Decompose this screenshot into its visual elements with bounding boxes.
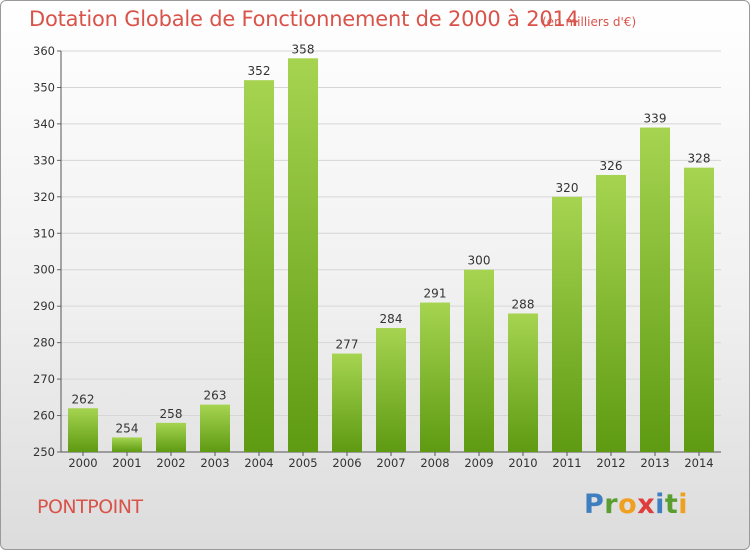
bar-2009	[464, 269, 494, 452]
x-tick-label-2005: 2005	[288, 456, 317, 470]
data-label-2013: 339	[644, 112, 667, 126]
bar-2014	[684, 167, 714, 452]
data-label-2002: 258	[160, 407, 183, 421]
y-tick-label: 330	[33, 153, 55, 167]
data-label-2004: 352	[248, 64, 271, 78]
bar-2001	[112, 437, 142, 452]
y-tick-label: 270	[33, 372, 55, 386]
unit-note: (en milliers d'€)	[542, 15, 637, 29]
x-tick-label-2001: 2001	[112, 456, 141, 470]
bar-2013	[640, 127, 670, 453]
data-label-2005: 358	[292, 42, 315, 56]
data-label-2003: 263	[204, 389, 227, 403]
bar-2012	[596, 174, 626, 453]
bars	[68, 58, 714, 453]
x-tick-label-2000: 2000	[68, 456, 97, 470]
y-tick-label: 340	[33, 117, 55, 131]
logo-letter: t	[664, 489, 679, 520]
data-label-2001: 254	[116, 421, 139, 435]
y-tick-label: 360	[33, 44, 55, 58]
logo-letter: P	[584, 489, 605, 520]
y-tick-label: 250	[33, 445, 55, 459]
bar-2003	[200, 404, 230, 452]
data-label-2007: 284	[380, 312, 403, 326]
x-tick-label-2006: 2006	[332, 456, 361, 470]
logo-letter: i	[655, 489, 665, 520]
y-tick-label: 320	[33, 190, 55, 204]
bar-2002	[156, 422, 186, 452]
data-label-2014: 328	[688, 152, 711, 166]
y-tick-label: 290	[33, 299, 55, 313]
x-tick-label-2011: 2011	[552, 456, 581, 470]
data-label-2009: 300	[468, 254, 491, 268]
data-labels: 262 254 258 263 352 358 277 284 291 300 288 320 326 3…	[72, 42, 711, 435]
x-tick-label-2003: 2003	[200, 456, 229, 470]
y-tick-label: 310	[33, 226, 55, 240]
logo-letter: x	[637, 489, 656, 520]
y-tick-label: 280	[33, 336, 55, 350]
bar-2008	[420, 302, 450, 452]
data-label-2011: 320	[556, 181, 579, 195]
y-tick-label: 260	[33, 409, 55, 423]
data-label-2006: 277	[336, 338, 359, 352]
x-tick-label-2002: 2002	[156, 456, 185, 470]
data-label-2008: 291	[424, 287, 447, 301]
bar-2011	[552, 196, 582, 452]
y-tick-label: 350	[33, 80, 55, 94]
data-label-2000: 262	[72, 392, 95, 406]
x-tick-label-2004: 2004	[244, 456, 273, 470]
proxiti-logo: Proxiti	[584, 489, 688, 520]
data-label-2012: 326	[600, 159, 623, 173]
data-label-2010: 288	[512, 297, 535, 311]
logo-letter: i	[678, 489, 689, 520]
x-tick-label-2010: 2010	[508, 456, 537, 470]
commune-name: PONTPOINT	[37, 496, 143, 518]
bar-2006	[332, 353, 362, 452]
bar-2000	[68, 408, 98, 452]
x-tick-label-2008: 2008	[420, 456, 449, 470]
bar-2007	[376, 328, 406, 452]
x-tick-label-2014: 2014	[684, 456, 713, 470]
y-tick-label: 300	[33, 263, 55, 277]
logo-letter: o	[618, 489, 638, 520]
x-tick-label-2012: 2012	[596, 456, 625, 470]
bar-2004	[244, 80, 274, 452]
x-tick-label-2007: 2007	[376, 456, 405, 470]
bar-2005	[288, 58, 318, 453]
chart-title: Dotation Globale de Fonctionnement de 20…	[29, 7, 579, 31]
x-tick-label-2013: 2013	[640, 456, 669, 470]
x-tick-label-2009: 2009	[464, 456, 493, 470]
logo-letter: r	[604, 489, 619, 520]
bar-2010	[508, 313, 538, 452]
